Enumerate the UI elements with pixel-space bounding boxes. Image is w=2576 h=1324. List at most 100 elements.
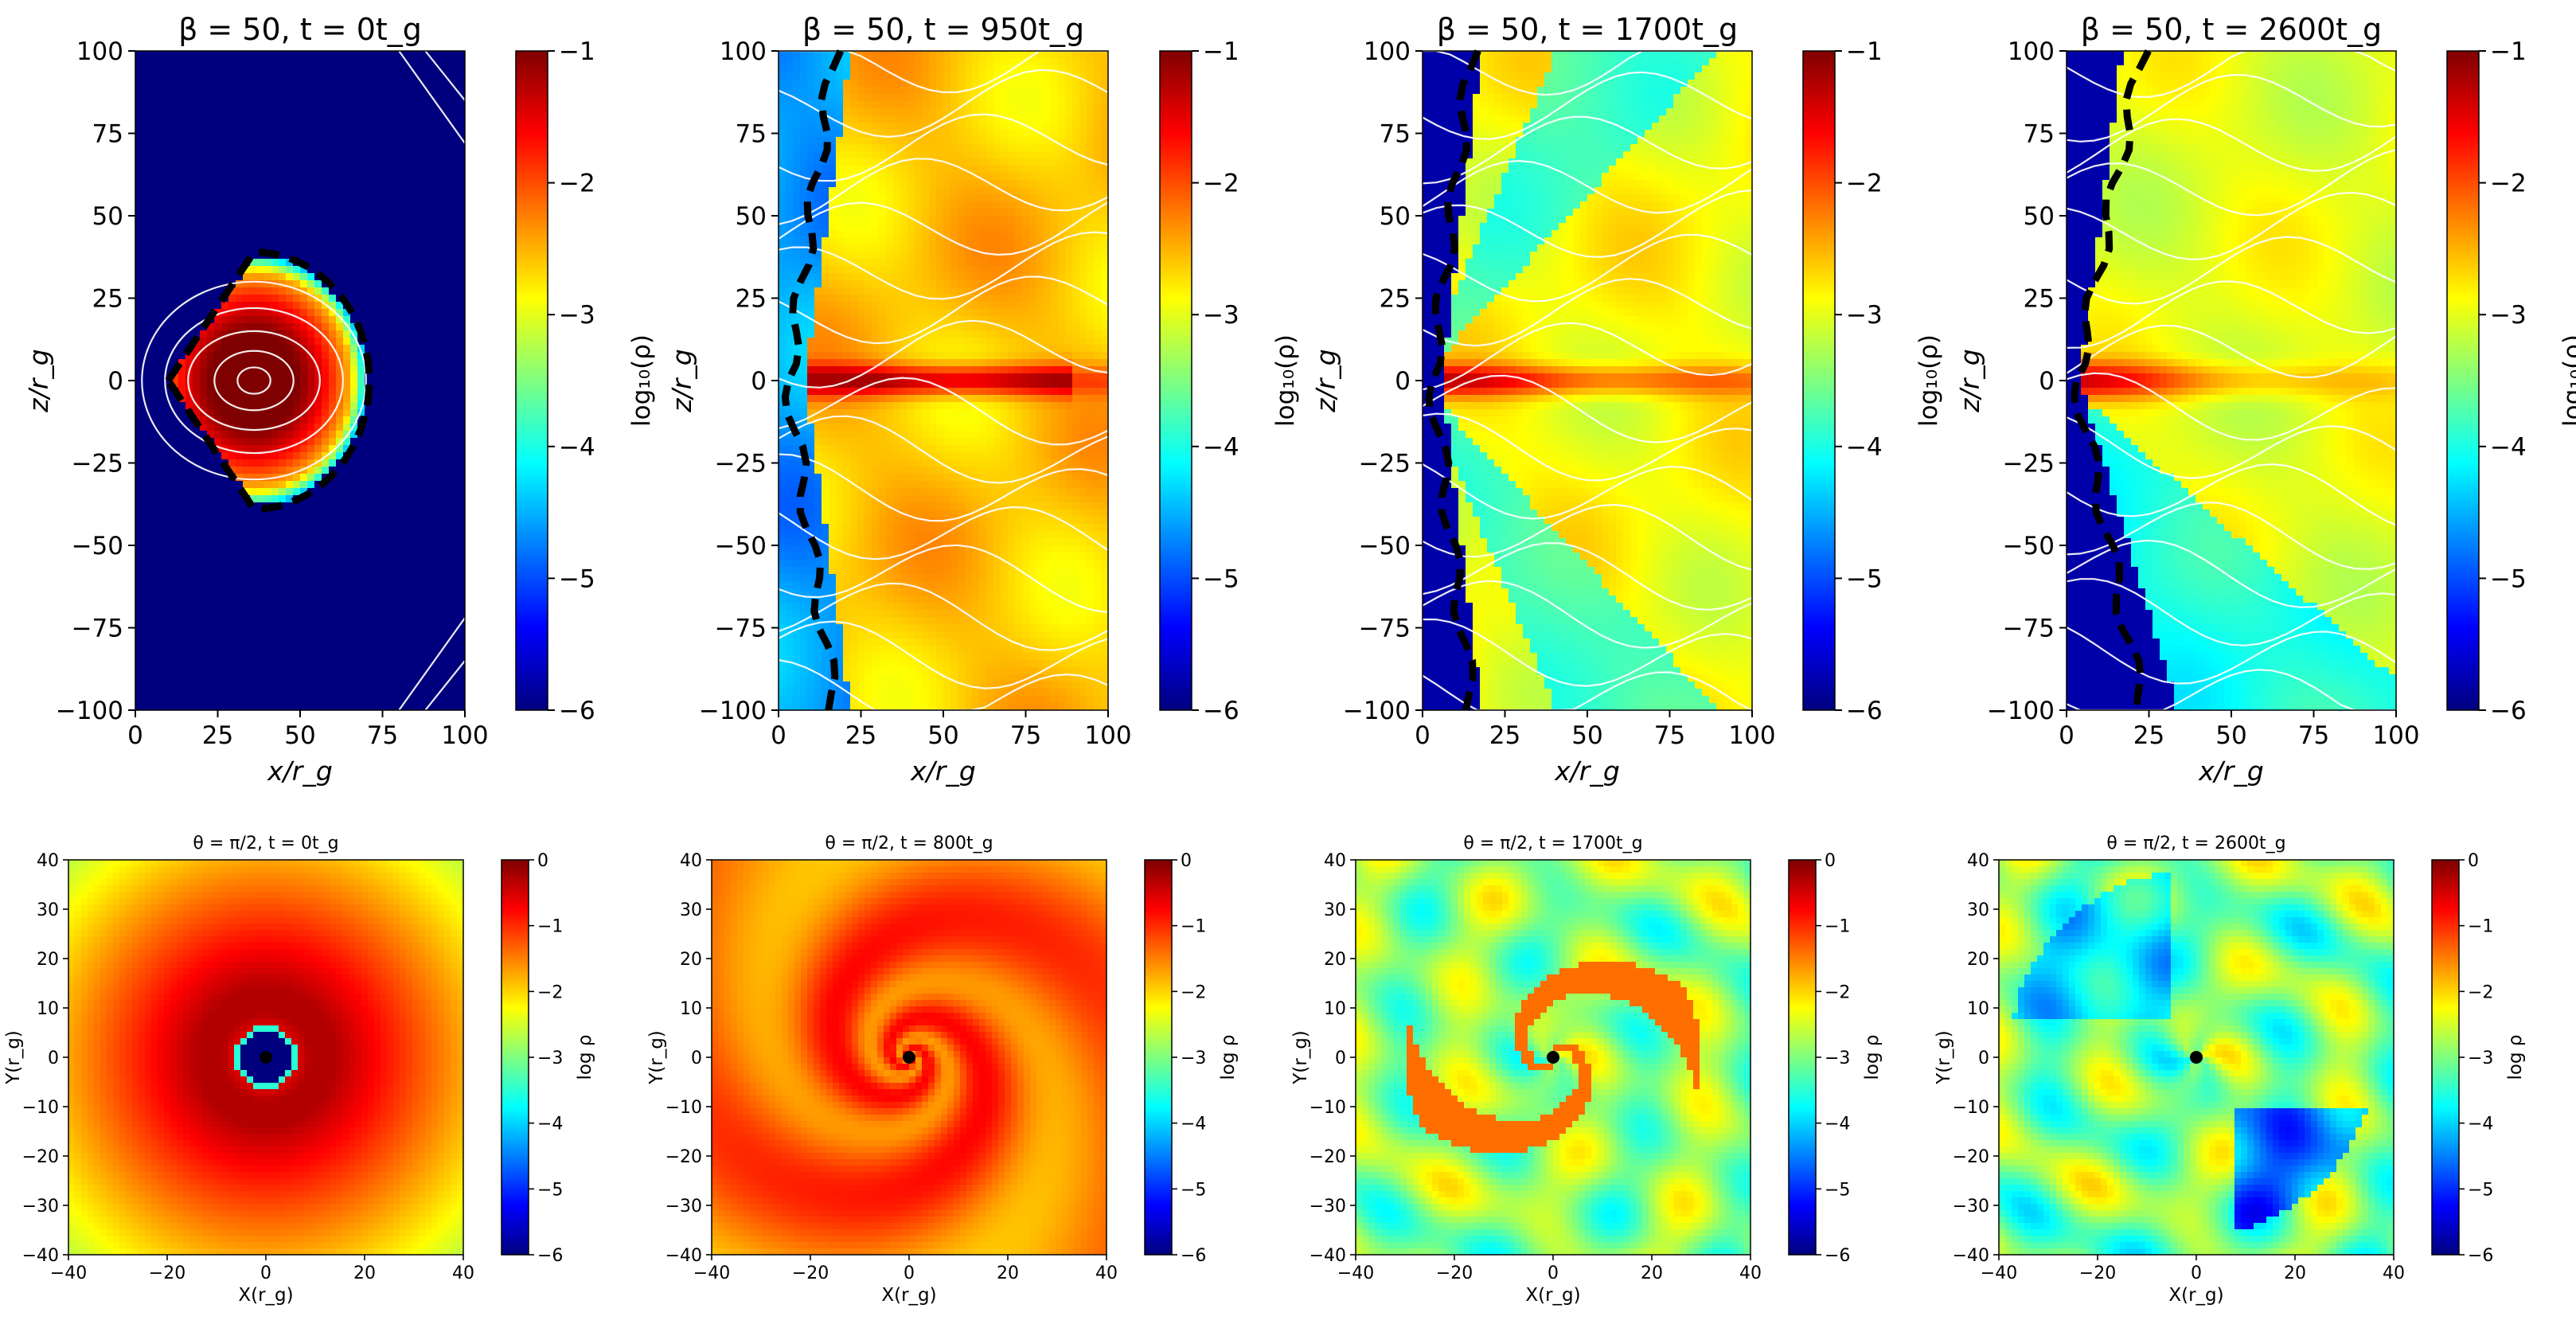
heatmap-cell	[314, 588, 322, 596]
heatmap-cell	[221, 660, 229, 668]
heatmap-cell	[800, 402, 808, 410]
heatmap-cell	[271, 574, 279, 582]
heatmap-cell	[393, 80, 401, 88]
heatmap-cell	[793, 467, 801, 475]
heatmap-cell	[343, 689, 351, 697]
heatmap-cell	[150, 65, 158, 73]
heatmap-cell	[243, 596, 251, 603]
heatmap-cell	[279, 381, 287, 389]
heatmap-cell	[200, 80, 208, 88]
heatmap-cell	[350, 173, 358, 181]
heatmap-cell	[214, 87, 222, 95]
heatmap-cell	[200, 416, 208, 424]
heatmap-cell	[178, 682, 186, 689]
heatmap-cell	[185, 603, 193, 611]
heatmap-cell	[329, 495, 337, 503]
heatmap-cell	[221, 567, 229, 575]
heatmap-cell	[157, 280, 165, 288]
heatmap-cell	[393, 474, 401, 482]
heatmap-cell	[178, 187, 186, 195]
heatmap-cell	[221, 144, 229, 152]
heatmap-cell	[271, 538, 279, 546]
heatmap-cell	[142, 524, 150, 532]
heatmap-cell	[200, 517, 208, 525]
heatmap-cell	[135, 123, 143, 131]
heatmap-cell	[157, 481, 165, 489]
heatmap-cell	[307, 366, 315, 374]
heatmap-cell	[279, 431, 287, 439]
x-tick-label: 50	[284, 721, 315, 750]
heatmap-cell	[142, 495, 150, 503]
heatmap-cell	[408, 424, 416, 432]
heatmap-cell	[393, 531, 401, 539]
heatmap-cell	[157, 467, 165, 475]
heatmap-cell	[300, 689, 308, 697]
heatmap-cell	[350, 280, 358, 288]
heatmap-cell	[200, 209, 208, 217]
heatmap-cell	[228, 295, 236, 303]
heatmap-cell	[135, 273, 143, 281]
heatmap-cell	[379, 639, 387, 646]
heatmap-cell	[300, 610, 308, 618]
y-tick-label: 100	[76, 37, 123, 66]
heatmap-cell	[221, 510, 229, 517]
heatmap-cell	[393, 395, 401, 403]
heatmap-cell	[350, 467, 358, 475]
heatmap-cell	[157, 108, 165, 116]
heatmap-cell	[379, 459, 387, 467]
heatmap-cell	[322, 287, 330, 295]
heatmap-cell	[458, 431, 466, 439]
heatmap-cell	[250, 209, 258, 217]
heatmap-cell	[178, 51, 186, 59]
heatmap-cell	[135, 323, 143, 331]
heatmap-cell	[307, 158, 315, 166]
heatmap-cell	[400, 180, 408, 188]
heatmap-cell	[271, 524, 279, 532]
heatmap-cell	[207, 545, 215, 553]
heatmap-cell	[228, 180, 236, 188]
heatmap-cell	[422, 631, 430, 639]
heatmap-cell	[436, 517, 444, 525]
heatmap-cell	[314, 596, 322, 603]
heatmap-cell	[271, 209, 279, 217]
heatmap-cell	[221, 689, 229, 697]
heatmap-cell	[786, 682, 794, 689]
heatmap-cell	[422, 574, 430, 582]
heatmap-cell	[135, 330, 143, 338]
heatmap-cell	[228, 366, 236, 374]
heatmap-cell	[314, 438, 322, 446]
heatmap-cell	[243, 201, 251, 209]
heatmap-cell	[829, 366, 837, 374]
heatmap-cell	[807, 144, 815, 152]
heatmap-cell	[350, 395, 358, 403]
heatmap-cell	[207, 381, 215, 389]
heatmap-cell	[451, 94, 459, 102]
heatmap-cell	[200, 452, 208, 460]
heatmap-cell	[400, 158, 408, 166]
heatmap-cell	[257, 216, 265, 224]
heatmap-cell	[250, 316, 258, 324]
heatmap-cell	[135, 137, 143, 145]
heatmap-cell	[408, 596, 416, 603]
heatmap-cell	[200, 352, 208, 360]
heatmap-cell	[150, 166, 158, 174]
heatmap-cell	[250, 653, 258, 661]
heatmap-cell	[786, 316, 794, 324]
heatmap-cell	[207, 553, 215, 560]
heatmap-cell	[800, 144, 808, 152]
heatmap-cell	[800, 72, 808, 80]
heatmap-cell	[786, 237, 794, 245]
heatmap-cell	[350, 158, 358, 166]
heatmap-cell	[193, 166, 201, 174]
heatmap-cell	[250, 72, 258, 80]
heatmap-cell	[350, 581, 358, 589]
heatmap-cell	[343, 524, 351, 532]
heatmap-cell	[293, 459, 301, 467]
heatmap-cell	[458, 488, 466, 496]
heatmap-cell	[365, 323, 373, 331]
heatmap-cell	[822, 58, 829, 66]
heatmap-cell	[228, 510, 236, 517]
heatmap-cell	[293, 653, 301, 661]
heatmap-cell	[822, 259, 829, 267]
heatmap-cell	[829, 223, 837, 231]
